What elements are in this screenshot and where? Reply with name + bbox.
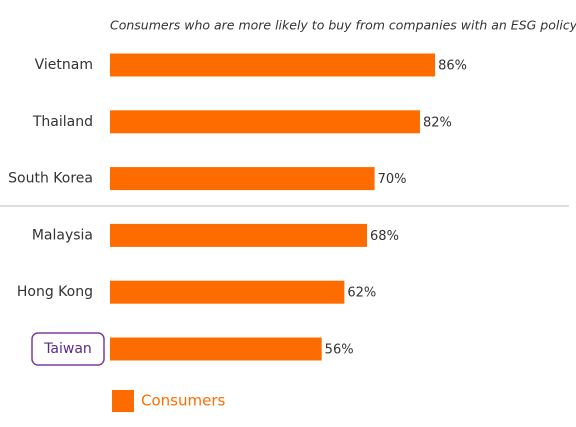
category-label: Malaysia	[32, 227, 93, 243]
highlight-box	[31, 332, 105, 366]
bar	[110, 223, 368, 247]
bar	[110, 110, 420, 134]
legend-swatch	[112, 390, 134, 412]
value-label: 82%	[423, 115, 452, 130]
category-label: Vietnam	[35, 57, 93, 73]
value-label: 62%	[347, 286, 376, 301]
legend-label: Consumers	[141, 392, 225, 410]
value-label: 56%	[325, 343, 354, 358]
bar	[110, 280, 345, 304]
category-label: South Korea	[8, 171, 93, 187]
value-label: 70%	[378, 172, 407, 187]
bar	[110, 167, 375, 191]
value-label: 86%	[438, 59, 467, 74]
value-label: 68%	[370, 229, 399, 244]
category-label: Hong Kong	[17, 284, 93, 300]
chart-subtitle: Consumers who are more likely to buy fro…	[110, 18, 576, 33]
bar	[110, 337, 322, 361]
bar	[110, 53, 436, 77]
category-label: Thailand	[32, 114, 93, 130]
category-label: Taiwan	[43, 341, 92, 357]
